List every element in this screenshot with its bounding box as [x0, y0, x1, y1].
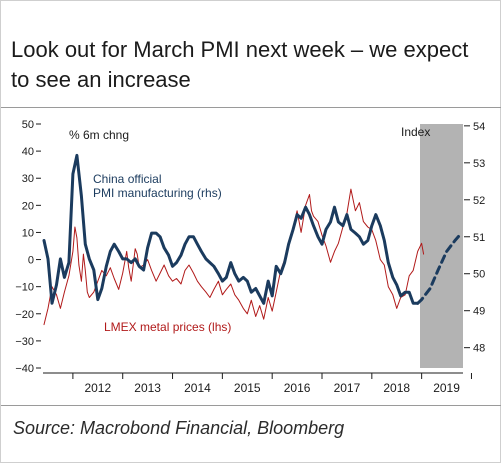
left-axis: 50 40 30 20 10 0 −10 −20 −30 −40 [15, 119, 41, 375]
right-tick-label: 50 [473, 269, 485, 281]
x-tick-label: 2015 [234, 381, 261, 395]
x-tick-label: 2019 [433, 381, 460, 395]
left-tick-label: 30 [22, 173, 34, 185]
pmi-series-label-line2: PMI manufacturing (rhs) [93, 186, 222, 200]
right-axis: 54 53 52 51 50 49 48 [464, 121, 485, 355]
series-layer [42, 153, 463, 326]
right-tick-label: 53 [473, 158, 485, 170]
left-tick-label: −20 [15, 309, 34, 321]
left-tick-label: 0 [28, 255, 34, 267]
right-axis-label: Index [401, 125, 430, 139]
x-tick-label: 2013 [134, 381, 161, 395]
pmi-series-label-line1: China official [93, 172, 161, 186]
pmi-series-line [42, 153, 420, 305]
footer-divider [1, 405, 501, 406]
lmex-series-label: LMEX metal prices (lhs) [104, 320, 231, 334]
chart-title: Look out for March PMI next week – we ex… [11, 37, 469, 92]
left-axis-label: % 6m chng [69, 128, 129, 142]
right-tick-label: 49 [473, 306, 485, 318]
x-tick-label: 2012 [84, 381, 111, 395]
source-note: Source: Macrobond Financial, Bloomberg [13, 418, 345, 438]
x-tick-label: 2017 [334, 381, 361, 395]
right-tick-label: 52 [473, 195, 485, 207]
left-tick-label: −10 [15, 282, 34, 294]
title-divider [1, 107, 501, 108]
pmi-forecast-line [416, 231, 463, 305]
x-tick-label: 2018 [383, 381, 410, 395]
left-tick-label: 10 [22, 227, 34, 239]
left-tick-label: −40 [15, 363, 34, 375]
right-tick-label: 48 [473, 343, 485, 355]
lmex-series-line [43, 188, 425, 326]
forecast-shading [420, 124, 463, 368]
x-tick-label: 2014 [184, 381, 211, 395]
left-tick-label: 20 [22, 200, 34, 212]
left-tick-label: −30 [15, 336, 34, 348]
right-tick-label: 54 [473, 121, 485, 133]
right-tick-label: 51 [473, 232, 485, 244]
x-tick-label: 2016 [284, 381, 311, 395]
left-tick-label: 50 [22, 119, 34, 131]
x-axis: 2012 2013 2014 2015 2016 2017 2018 2019 [43, 372, 472, 395]
left-tick-label: 40 [22, 146, 34, 158]
